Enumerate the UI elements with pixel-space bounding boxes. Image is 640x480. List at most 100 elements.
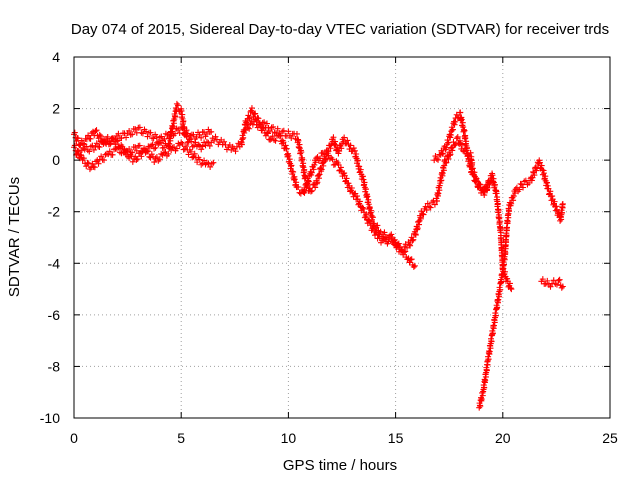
data-point xyxy=(504,275,511,282)
data-point xyxy=(326,155,333,162)
data-point xyxy=(243,122,250,129)
data-points xyxy=(71,100,566,411)
data-point xyxy=(263,120,270,127)
data-point xyxy=(123,134,130,141)
data-point xyxy=(359,204,366,211)
data-point xyxy=(198,134,205,141)
data-point xyxy=(150,135,157,142)
data-point xyxy=(246,114,253,121)
data-point xyxy=(459,141,466,148)
data-point xyxy=(323,146,330,153)
data-point xyxy=(188,138,195,145)
data-point xyxy=(544,277,551,284)
y-tick-label: -10 xyxy=(40,410,60,426)
data-point xyxy=(302,187,309,194)
data-point xyxy=(407,242,414,249)
data-point xyxy=(299,156,306,163)
data-point xyxy=(388,231,395,238)
series-trace-c xyxy=(73,100,418,270)
y-tick-label: -2 xyxy=(48,204,61,220)
data-point xyxy=(456,137,463,144)
data-point xyxy=(366,217,373,224)
chart-title: Day 074 of 2015, Sidereal Day-to-day VTE… xyxy=(71,21,609,38)
data-point xyxy=(547,188,554,195)
data-point xyxy=(462,135,469,142)
data-point xyxy=(151,145,158,152)
data-point xyxy=(295,137,302,144)
data-point xyxy=(485,356,492,363)
data-point xyxy=(293,130,300,137)
data-point xyxy=(530,168,537,175)
data-point xyxy=(161,150,168,157)
data-point xyxy=(187,132,194,139)
data-point xyxy=(438,177,445,184)
data-point xyxy=(488,338,495,345)
data-point xyxy=(119,143,126,150)
data-point xyxy=(301,166,308,173)
data-point xyxy=(327,145,334,152)
data-point xyxy=(196,142,203,149)
data-point xyxy=(345,180,352,187)
data-point xyxy=(114,137,121,144)
data-point xyxy=(78,137,85,144)
data-point xyxy=(221,138,228,145)
data-point xyxy=(75,135,82,142)
data-point xyxy=(381,229,388,236)
data-point xyxy=(285,152,292,159)
y-tick-label: -4 xyxy=(48,255,61,271)
data-point xyxy=(196,131,203,138)
data-point xyxy=(244,124,251,131)
data-point xyxy=(380,235,387,242)
data-point xyxy=(196,156,203,163)
data-point xyxy=(531,172,538,179)
data-point xyxy=(263,129,270,136)
data-point xyxy=(261,119,268,126)
data-point xyxy=(439,170,446,177)
data-point xyxy=(198,146,205,153)
data-point xyxy=(285,128,292,135)
data-point xyxy=(412,231,419,238)
data-point xyxy=(87,135,94,142)
data-point xyxy=(115,130,122,137)
y-tick-labels: -10 -8 -6 -4 -2 0 2 4 xyxy=(40,49,60,426)
data-point xyxy=(409,237,416,244)
data-point xyxy=(282,142,289,149)
data-point xyxy=(89,142,96,149)
data-point xyxy=(190,131,197,138)
data-point xyxy=(548,197,555,204)
data-point xyxy=(461,127,468,134)
data-point xyxy=(312,184,319,191)
data-point xyxy=(451,142,458,149)
data-point xyxy=(533,167,540,174)
data-point xyxy=(252,116,259,123)
data-point xyxy=(326,142,333,149)
data-point xyxy=(179,140,186,147)
data-point xyxy=(366,218,373,225)
data-point xyxy=(347,142,354,149)
data-point xyxy=(96,131,103,138)
data-point xyxy=(555,277,562,284)
data-point xyxy=(435,190,442,197)
data-point xyxy=(517,180,524,187)
data-point xyxy=(89,160,96,167)
data-point xyxy=(173,145,180,152)
grid xyxy=(74,57,610,418)
data-point xyxy=(288,134,295,141)
data-point xyxy=(311,181,318,188)
data-point xyxy=(510,197,517,204)
data-point xyxy=(193,133,200,140)
data-point xyxy=(104,133,111,140)
data-point xyxy=(518,181,525,188)
data-point xyxy=(390,237,397,244)
data-point xyxy=(419,210,426,217)
data-point xyxy=(559,283,566,290)
x-tick-label: 15 xyxy=(388,430,404,446)
data-point xyxy=(212,133,219,140)
data-point xyxy=(188,148,195,155)
data-point xyxy=(252,110,259,117)
data-point xyxy=(96,144,103,151)
data-point xyxy=(445,139,452,146)
data-point xyxy=(360,205,367,212)
